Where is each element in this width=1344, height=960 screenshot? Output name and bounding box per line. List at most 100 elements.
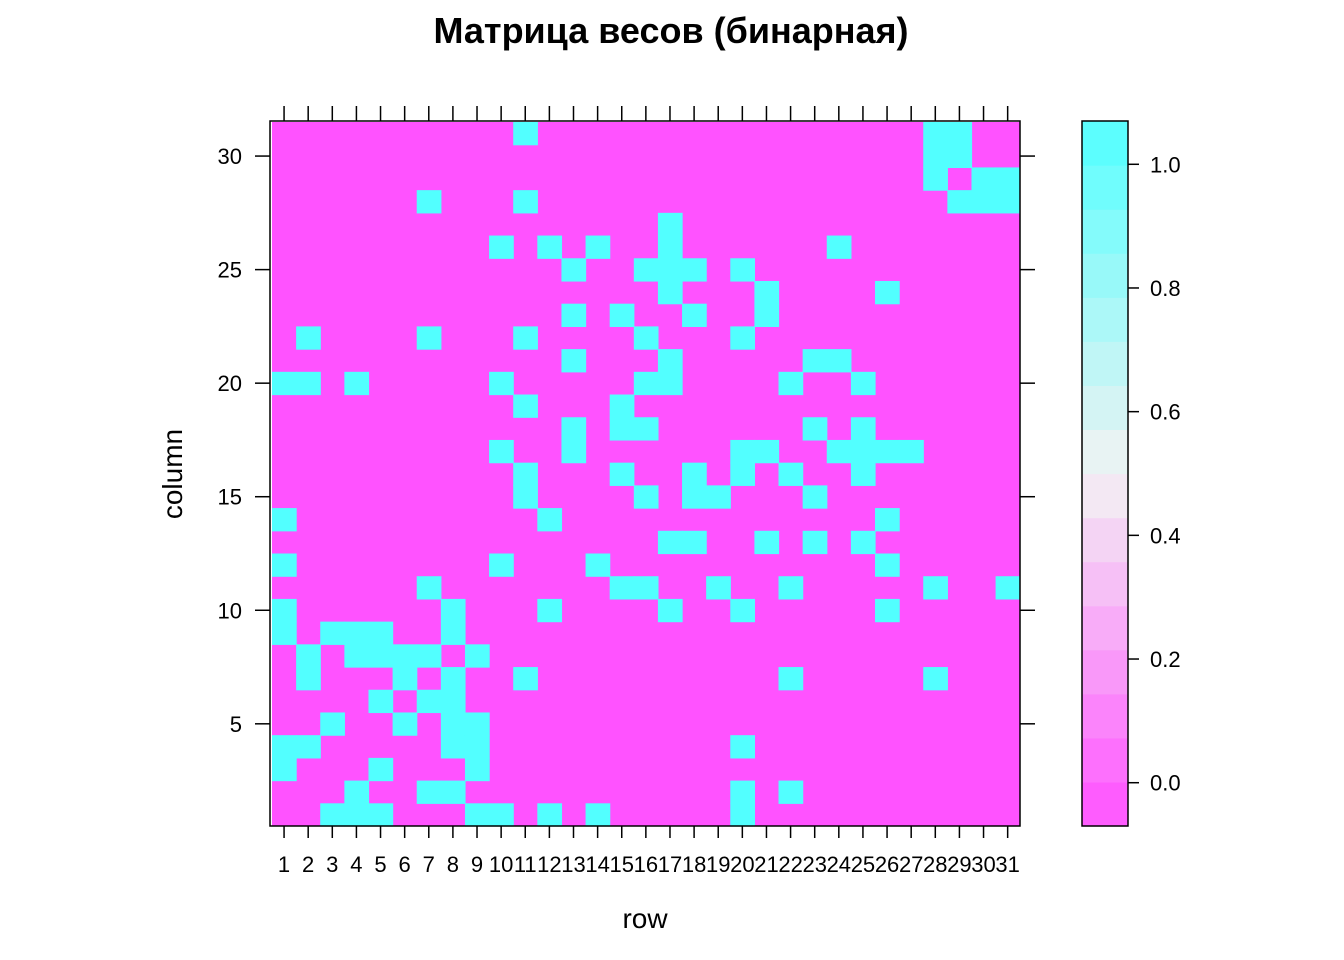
heatmap-background-zero	[272, 122, 1020, 827]
colorbar-band	[1082, 649, 1128, 695]
heatmap-cell	[416, 689, 442, 714]
heatmap-cell	[609, 576, 635, 600]
heatmap-cell	[489, 439, 514, 464]
heatmap-cell	[440, 598, 466, 623]
heatmap-cell	[875, 553, 900, 577]
heatmap-cell	[416, 326, 442, 350]
x-tick-label: 3	[326, 852, 338, 877]
colorbar-band	[1082, 429, 1128, 475]
heatmap-cell	[272, 621, 297, 645]
heatmap-cell	[416, 780, 442, 804]
y-axis-label: column	[157, 429, 188, 519]
heatmap-cell	[802, 417, 828, 441]
heatmap-cell	[682, 303, 707, 327]
x-tick-label: 16	[634, 852, 658, 877]
y-axis: 5 10 15 20 25 30	[218, 144, 1035, 737]
colorbar-tick-label: 0.4	[1150, 523, 1181, 548]
y-tick-label: 25	[218, 258, 242, 283]
heatmap-cell	[464, 735, 490, 759]
colorbar-band	[1082, 385, 1128, 431]
heatmap-cell	[320, 712, 345, 736]
x-tick-label: 20	[730, 852, 754, 877]
heatmap-cell	[923, 576, 948, 600]
heatmap-cell	[754, 303, 780, 327]
colorbar-band	[1082, 253, 1128, 298]
heatmap-cell	[682, 462, 707, 486]
x-tick-label: 1	[278, 852, 290, 877]
x-tick-label: 24	[827, 852, 851, 877]
colorbar-band	[1082, 737, 1128, 783]
heatmap-cell	[657, 212, 683, 237]
heatmap-cell	[850, 371, 876, 396]
x-tick-label: 31	[995, 852, 1019, 877]
heatmap-cell	[730, 439, 755, 464]
heatmap-cell	[368, 757, 394, 782]
heatmap-cell	[585, 803, 611, 827]
heatmap-cell	[657, 235, 683, 259]
heatmap-cell	[995, 190, 1021, 214]
x-tick-label: 10	[489, 852, 513, 877]
heatmap-cell	[489, 371, 514, 396]
heatmap-cell	[730, 326, 755, 350]
heatmap-cell	[513, 122, 538, 146]
colorbar-band	[1082, 781, 1128, 827]
heatmap-cell	[368, 689, 394, 714]
heatmap-cell	[368, 644, 394, 668]
colorbar-tick-label: 0.0	[1150, 771, 1181, 796]
heatmap-cell	[296, 735, 321, 759]
colorbar-band	[1082, 561, 1128, 607]
heatmap-cell	[392, 644, 418, 668]
heatmap-cell	[657, 280, 683, 305]
heatmap-cell	[296, 644, 321, 668]
heatmap-cell	[802, 485, 828, 509]
heatmap-cell	[272, 598, 297, 623]
heatmap-cell	[585, 235, 611, 259]
heatmap-cell	[609, 303, 635, 327]
heatmap-cell	[464, 803, 490, 827]
colorbar: 0.0 0.2 0.4 0.6 0.8 1.0	[1081, 120, 1181, 827]
heatmap-cell	[513, 485, 538, 509]
heatmap-cell	[923, 667, 948, 691]
heatmap-cell	[971, 190, 997, 214]
heatmap-cell	[585, 553, 611, 577]
heatmap-cell	[561, 349, 587, 373]
heatmap-cell	[947, 122, 973, 146]
x-tick-label: 14	[585, 852, 609, 877]
heatmap-cell	[947, 144, 973, 169]
heatmap-cell	[440, 667, 466, 691]
heatmap-cell	[657, 530, 683, 555]
heatmap-cell	[368, 621, 394, 645]
heatmap-cell	[633, 258, 659, 282]
x-tick-label: 2	[302, 852, 314, 877]
heatmap-cell	[416, 576, 442, 600]
x-tick-label: 19	[706, 852, 730, 877]
heatmap-cell	[682, 258, 707, 282]
heatmap-cell	[706, 485, 731, 509]
heatmap-cells	[272, 122, 1021, 827]
heatmap-cell	[609, 394, 635, 418]
x-tick-label: 11	[514, 852, 537, 877]
heatmap-cell	[561, 439, 587, 464]
y-tick-label: 15	[218, 485, 242, 510]
heatmap-cell	[368, 803, 394, 827]
heatmap-cell	[464, 712, 490, 736]
y-tick-label: 30	[218, 144, 242, 169]
heatmap-cell	[802, 349, 828, 373]
heatmap-cell	[778, 780, 804, 804]
heatmap-cell	[923, 122, 948, 146]
colorbar-band	[1082, 693, 1128, 739]
heatmap-cell	[754, 280, 780, 305]
heatmap-cell	[416, 644, 442, 668]
y-tick-label: 20	[218, 371, 242, 396]
x-tick-label: 18	[682, 852, 706, 877]
heatmap-cell	[633, 576, 659, 600]
heatmap-cell	[513, 326, 538, 350]
heatmap-cell	[440, 780, 466, 804]
heatmap-cell	[344, 621, 370, 645]
heatmap-cell	[416, 190, 442, 214]
heatmap-cell	[682, 485, 707, 509]
heatmap-cell	[706, 576, 731, 600]
heatmap-cell	[272, 553, 297, 577]
heatmap-cell	[272, 508, 297, 532]
heatmap-cell	[489, 235, 514, 259]
